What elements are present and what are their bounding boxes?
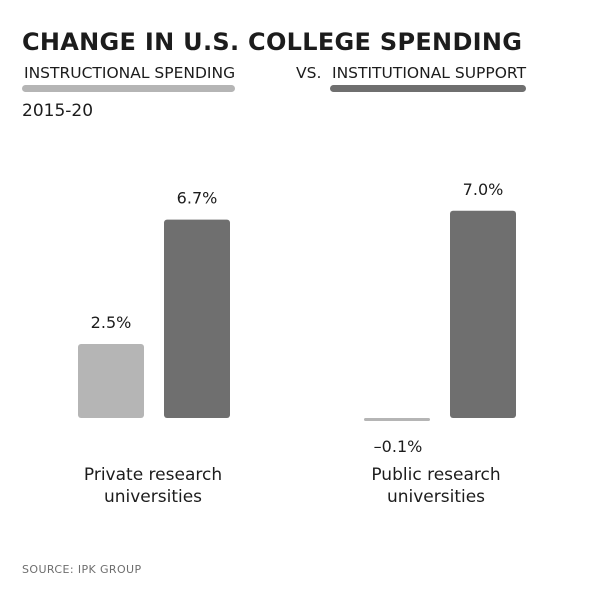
legend-swatch-instructional [22,85,236,92]
data-label-institutional-public: 7.0% [463,180,504,199]
legend-item-institutional: INSTITUTIONAL SUPPORT [330,64,527,92]
bar-institutional-private [164,219,230,418]
data-label-instructional-public: –0.1% [374,437,423,456]
category-label-public-line-1: Public research [371,465,500,485]
legend-label-instructional: INSTRUCTIONAL SPENDING [24,64,236,82]
category-label-public-line-2: universities [387,487,485,507]
category-label-private-line-2: universities [104,487,202,507]
bar-instructional-public [364,418,430,421]
period-label: 2015-20 [22,101,94,121]
category-label-private-line-1: Private research [84,465,222,485]
legend: INSTRUCTIONAL SPENDING VS. INSTITUTIONAL… [22,64,582,98]
bar-instructional-private [78,344,144,418]
bar-institutional-public [450,210,516,418]
data-label-institutional-private: 6.7% [177,189,218,208]
chart-title: CHANGE IN U.S. COLLEGE SPENDING [22,28,523,56]
legend-item-instructional: INSTRUCTIONAL SPENDING [22,64,236,92]
legend-label-institutional: INSTITUTIONAL SUPPORT [332,64,527,82]
legend-vs: VS. [296,64,322,82]
legend-swatch-institutional [330,85,527,92]
data-label-instructional-private: 2.5% [91,313,132,332]
source-note: SOURCE: IPK GROUP [22,563,142,576]
